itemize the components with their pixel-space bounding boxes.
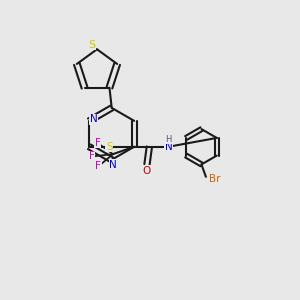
Text: S: S [106, 142, 112, 152]
Text: O: O [143, 166, 151, 176]
Text: S: S [88, 40, 95, 50]
Text: N: N [165, 142, 172, 152]
Text: N: N [90, 114, 98, 124]
Text: F: F [95, 138, 100, 148]
Text: F: F [95, 161, 101, 172]
Text: N: N [109, 160, 117, 170]
Text: Br: Br [209, 174, 220, 184]
Text: H: H [165, 135, 172, 144]
Text: F: F [89, 152, 95, 161]
